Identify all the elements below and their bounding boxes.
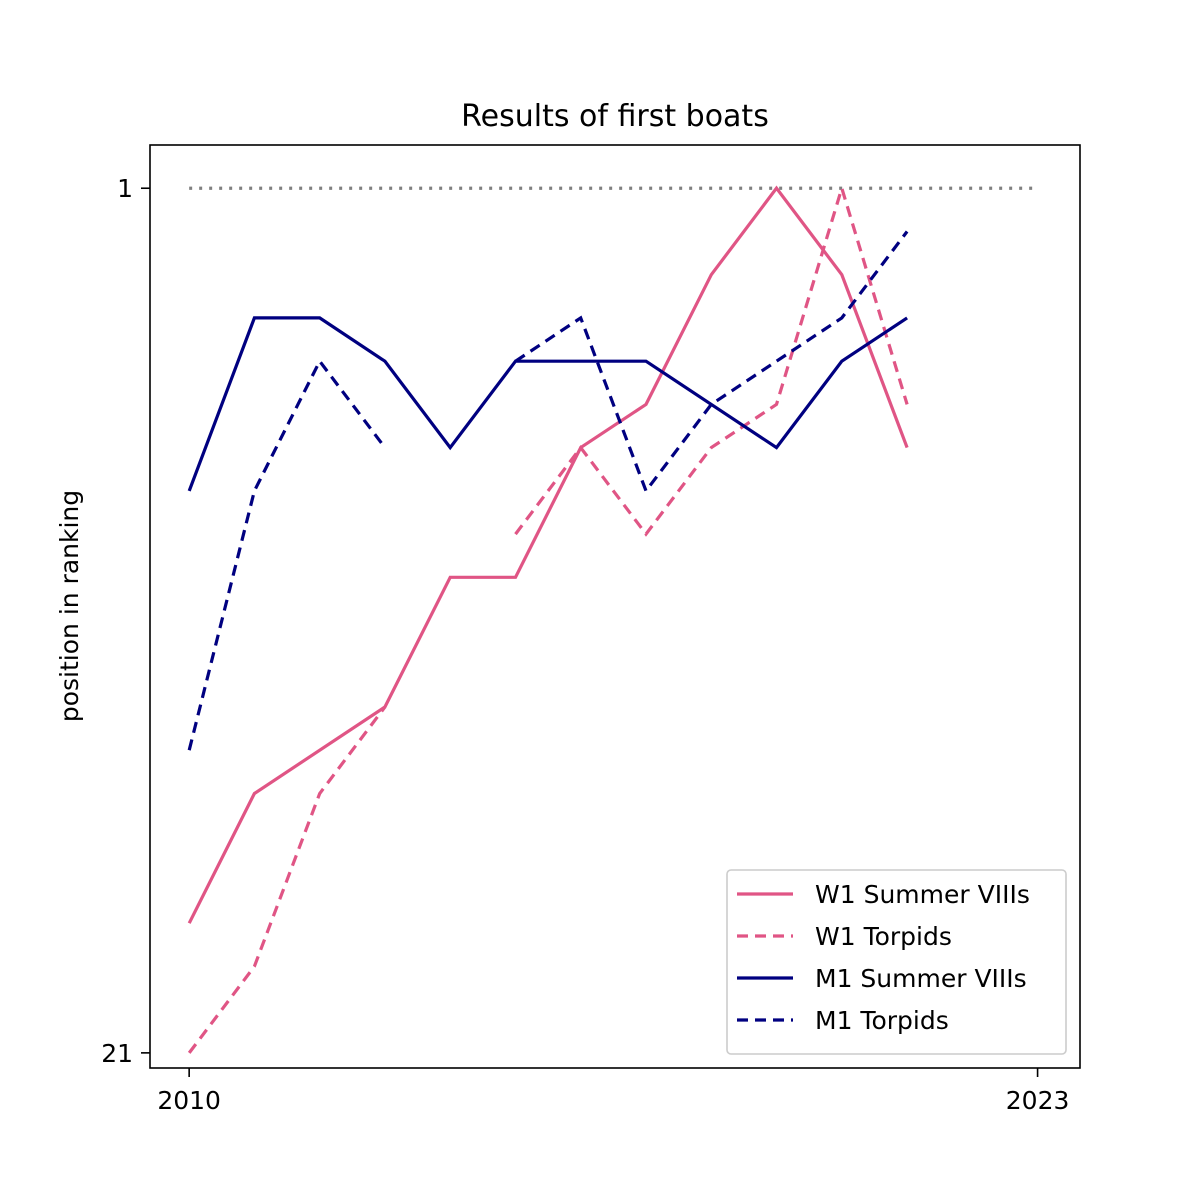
chart-title: Results of first boats: [461, 99, 769, 134]
plot-area: [187, 182, 1038, 1054]
legend-label-3: M1 Summer VIIIs: [815, 964, 1027, 993]
series-line-2-segment-1: [187, 706, 387, 1054]
series-line-4-segment-1: [187, 358, 387, 751]
legend-box: [726, 869, 1067, 1055]
series-line-4-segment-2: [514, 230, 909, 495]
legend-label-1: W1 Summer VIIIs: [815, 880, 1030, 909]
series-line-2-segment-2: [514, 182, 909, 537]
legend-label-4: M1 Torpids: [815, 1006, 949, 1035]
legend: W1 Summer VIIIs W1 Torpids M1 Summer VIIIs…: [726, 869, 1067, 1055]
legend-label-2: W1 Torpids: [815, 922, 952, 951]
plot-frame: [149, 144, 1081, 1069]
axis-ticks: 2010 2023 1 21: [101, 174, 1069, 1115]
y-tick-label: 21: [101, 1039, 133, 1068]
x-tick-label: 2010: [157, 1086, 221, 1115]
y-tick-label: 1: [117, 174, 133, 203]
x-tick-label: 2023: [1006, 1086, 1070, 1115]
series-line-3-segment-1: [187, 316, 908, 492]
y-axis-label: position in ranking: [55, 490, 84, 722]
